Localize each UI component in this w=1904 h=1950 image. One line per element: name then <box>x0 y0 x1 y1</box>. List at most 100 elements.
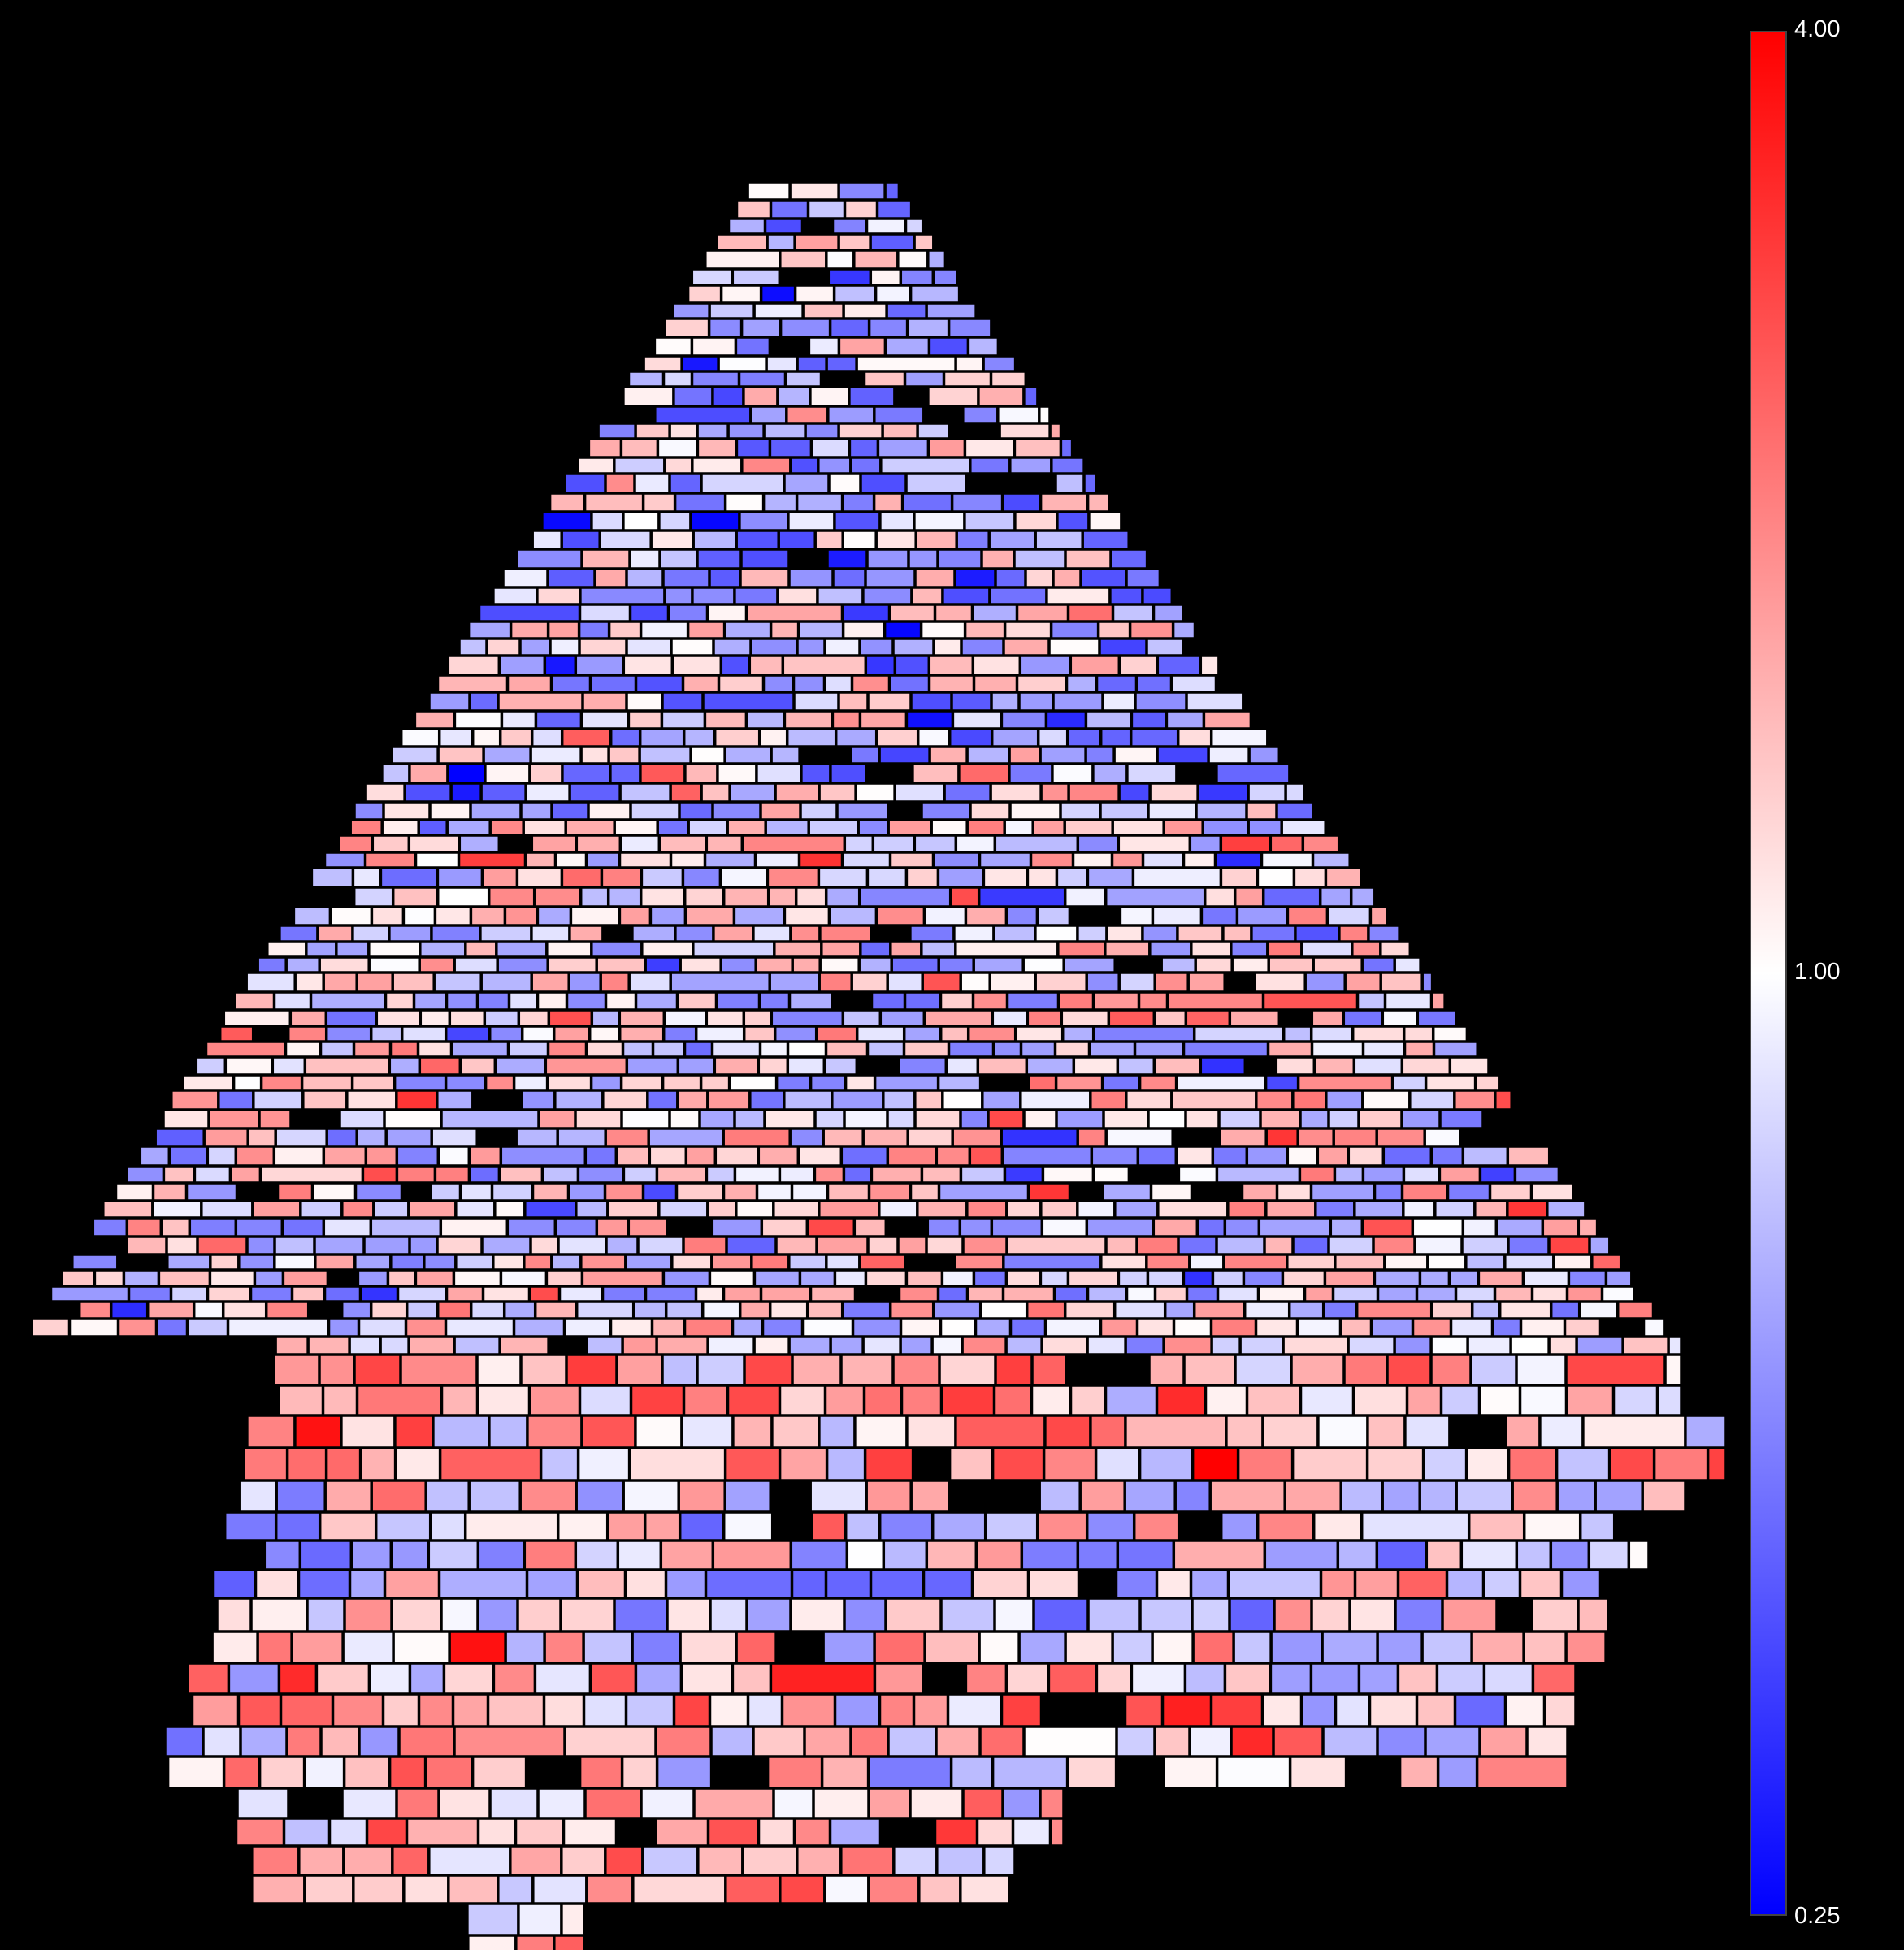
cell <box>906 1270 943 1286</box>
cell <box>153 1201 202 1218</box>
cell <box>1554 1254 1592 1270</box>
cell <box>518 1904 562 1935</box>
cell <box>207 1146 236 1166</box>
cell <box>1480 1727 1527 1757</box>
cell <box>721 957 756 973</box>
cell <box>1093 1166 1130 1183</box>
cell <box>900 1337 932 1354</box>
cell <box>948 318 991 337</box>
cell <box>292 1632 343 1663</box>
cell <box>670 474 701 493</box>
cell <box>860 639 893 656</box>
cell <box>683 868 721 887</box>
cell <box>708 1090 750 1110</box>
cell <box>595 569 627 587</box>
cell <box>354 802 384 820</box>
cell <box>1004 1254 1101 1270</box>
cell <box>1091 1146 1138 1166</box>
cell <box>869 1875 919 1904</box>
cell <box>748 182 790 200</box>
cell <box>1217 1757 1290 1788</box>
cell <box>562 1846 605 1875</box>
cell <box>805 1727 851 1757</box>
cell <box>585 1146 617 1166</box>
cell <box>300 1540 352 1570</box>
cell <box>557 1129 605 1146</box>
cell <box>961 639 1004 656</box>
cell <box>917 1201 967 1218</box>
cell <box>823 1632 874 1663</box>
cell <box>552 802 588 820</box>
cell <box>578 1448 630 1480</box>
cell <box>1566 1385 1614 1415</box>
cell <box>826 887 860 907</box>
cell <box>659 835 707 852</box>
cell <box>790 182 839 200</box>
cell <box>453 1694 488 1727</box>
cell <box>941 1385 995 1415</box>
cell <box>1175 1480 1210 1512</box>
cell <box>210 1270 255 1286</box>
cell <box>635 675 683 692</box>
cell <box>697 1354 744 1385</box>
cell <box>728 219 766 234</box>
cell <box>1223 925 1251 942</box>
cell <box>870 1570 924 1598</box>
cell <box>713 802 761 820</box>
cell <box>619 1010 665 1026</box>
cell <box>430 1512 466 1540</box>
cell <box>466 942 497 957</box>
cell <box>1204 887 1235 907</box>
cell <box>1200 1057 1246 1075</box>
cell <box>1231 942 1268 957</box>
cell <box>758 1818 795 1846</box>
cell <box>570 925 603 942</box>
cell <box>625 1570 666 1598</box>
cell <box>419 1694 453 1727</box>
cell <box>1028 1570 1079 1598</box>
cell <box>666 1302 703 1319</box>
cell <box>1103 692 1135 711</box>
cell <box>998 406 1039 423</box>
cell <box>290 1010 327 1026</box>
cell <box>1089 512 1121 531</box>
cell <box>518 1598 561 1632</box>
cell <box>254 1090 303 1110</box>
cell <box>441 1385 478 1415</box>
cell <box>342 1788 397 1818</box>
cell <box>995 835 1078 852</box>
cell <box>660 549 697 569</box>
cell <box>1019 692 1053 711</box>
cell <box>919 1875 961 1904</box>
cell <box>1055 1042 1090 1057</box>
cell <box>924 1010 993 1026</box>
cell <box>1438 1757 1477 1788</box>
cell <box>1437 1663 1485 1694</box>
cell <box>344 1757 390 1788</box>
cell <box>477 1385 530 1415</box>
cell <box>219 1026 254 1042</box>
cell <box>437 1237 482 1254</box>
cell <box>868 692 911 711</box>
cell <box>845 1512 880 1540</box>
cell <box>741 549 789 569</box>
cell <box>576 1201 608 1218</box>
cell <box>889 675 930 692</box>
cell <box>674 1694 710 1727</box>
cell <box>723 1183 757 1201</box>
cell <box>829 907 877 925</box>
cell <box>336 942 369 957</box>
cell <box>622 1110 670 1129</box>
cell <box>1114 747 1157 764</box>
cell <box>1561 1570 1601 1598</box>
cell <box>1404 1042 1434 1057</box>
cell <box>1086 973 1119 992</box>
cell <box>744 1010 772 1026</box>
cell <box>1665 1354 1681 1385</box>
cell <box>115 1183 154 1201</box>
colorbar-min-label: 0.25 <box>1794 1903 1841 1929</box>
cell <box>1065 887 1106 907</box>
cell <box>329 1818 367 1846</box>
cell <box>542 512 592 531</box>
cell <box>1382 1480 1420 1512</box>
